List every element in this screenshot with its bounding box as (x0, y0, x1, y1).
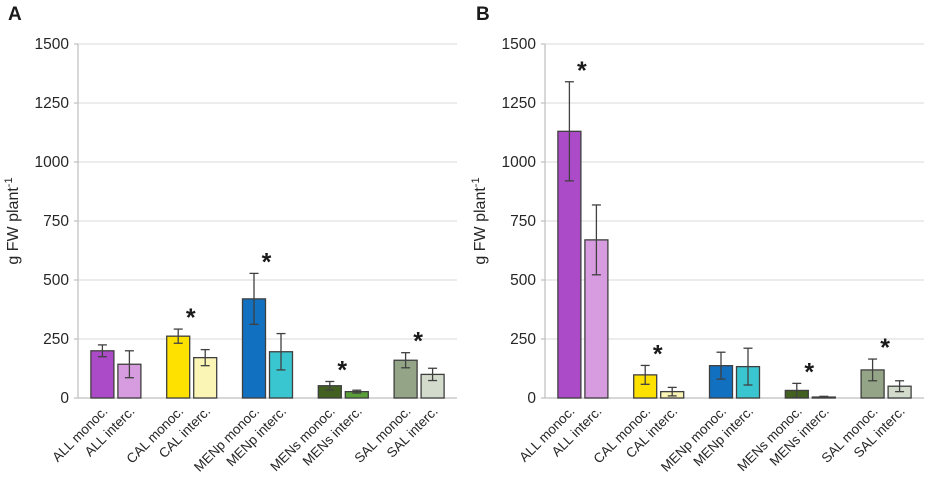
y-axis-title: g FW plant-1 (470, 177, 489, 264)
significance-asterisk: * (804, 358, 814, 386)
y-tick-label: 500 (43, 272, 69, 289)
y-tick-label: 1500 (35, 36, 70, 53)
y-axis-title: g FW plant-1 (3, 177, 22, 264)
significance-asterisk: * (262, 248, 272, 276)
significance-asterisk: * (653, 340, 663, 368)
significance-asterisk: * (577, 57, 587, 85)
panel-label-b: B (476, 4, 490, 25)
y-tick-label: 1250 (35, 95, 70, 112)
y-tick-label: 1250 (502, 95, 537, 112)
bar-all-monoc (90, 350, 115, 399)
significance-asterisk: * (337, 356, 347, 384)
bar-cal-monoc (166, 335, 191, 399)
significance-asterisk: * (413, 328, 423, 356)
y-tick-label: 750 (43, 213, 69, 230)
y-tick-label: 500 (510, 272, 536, 289)
panel-label-a: A (8, 4, 22, 25)
y-tick-label: 1000 (502, 154, 537, 171)
significance-asterisk: * (880, 334, 890, 362)
y-tick-label: 0 (60, 390, 69, 407)
y-tick-label: 1000 (35, 154, 70, 171)
y-tick-label: 0 (527, 390, 536, 407)
y-tick-label: 750 (510, 213, 536, 230)
y-tick-label: 250 (43, 331, 69, 348)
y-tick-label: 250 (510, 331, 536, 348)
y-tick-label: 1500 (502, 36, 537, 53)
significance-asterisk: * (186, 304, 196, 332)
